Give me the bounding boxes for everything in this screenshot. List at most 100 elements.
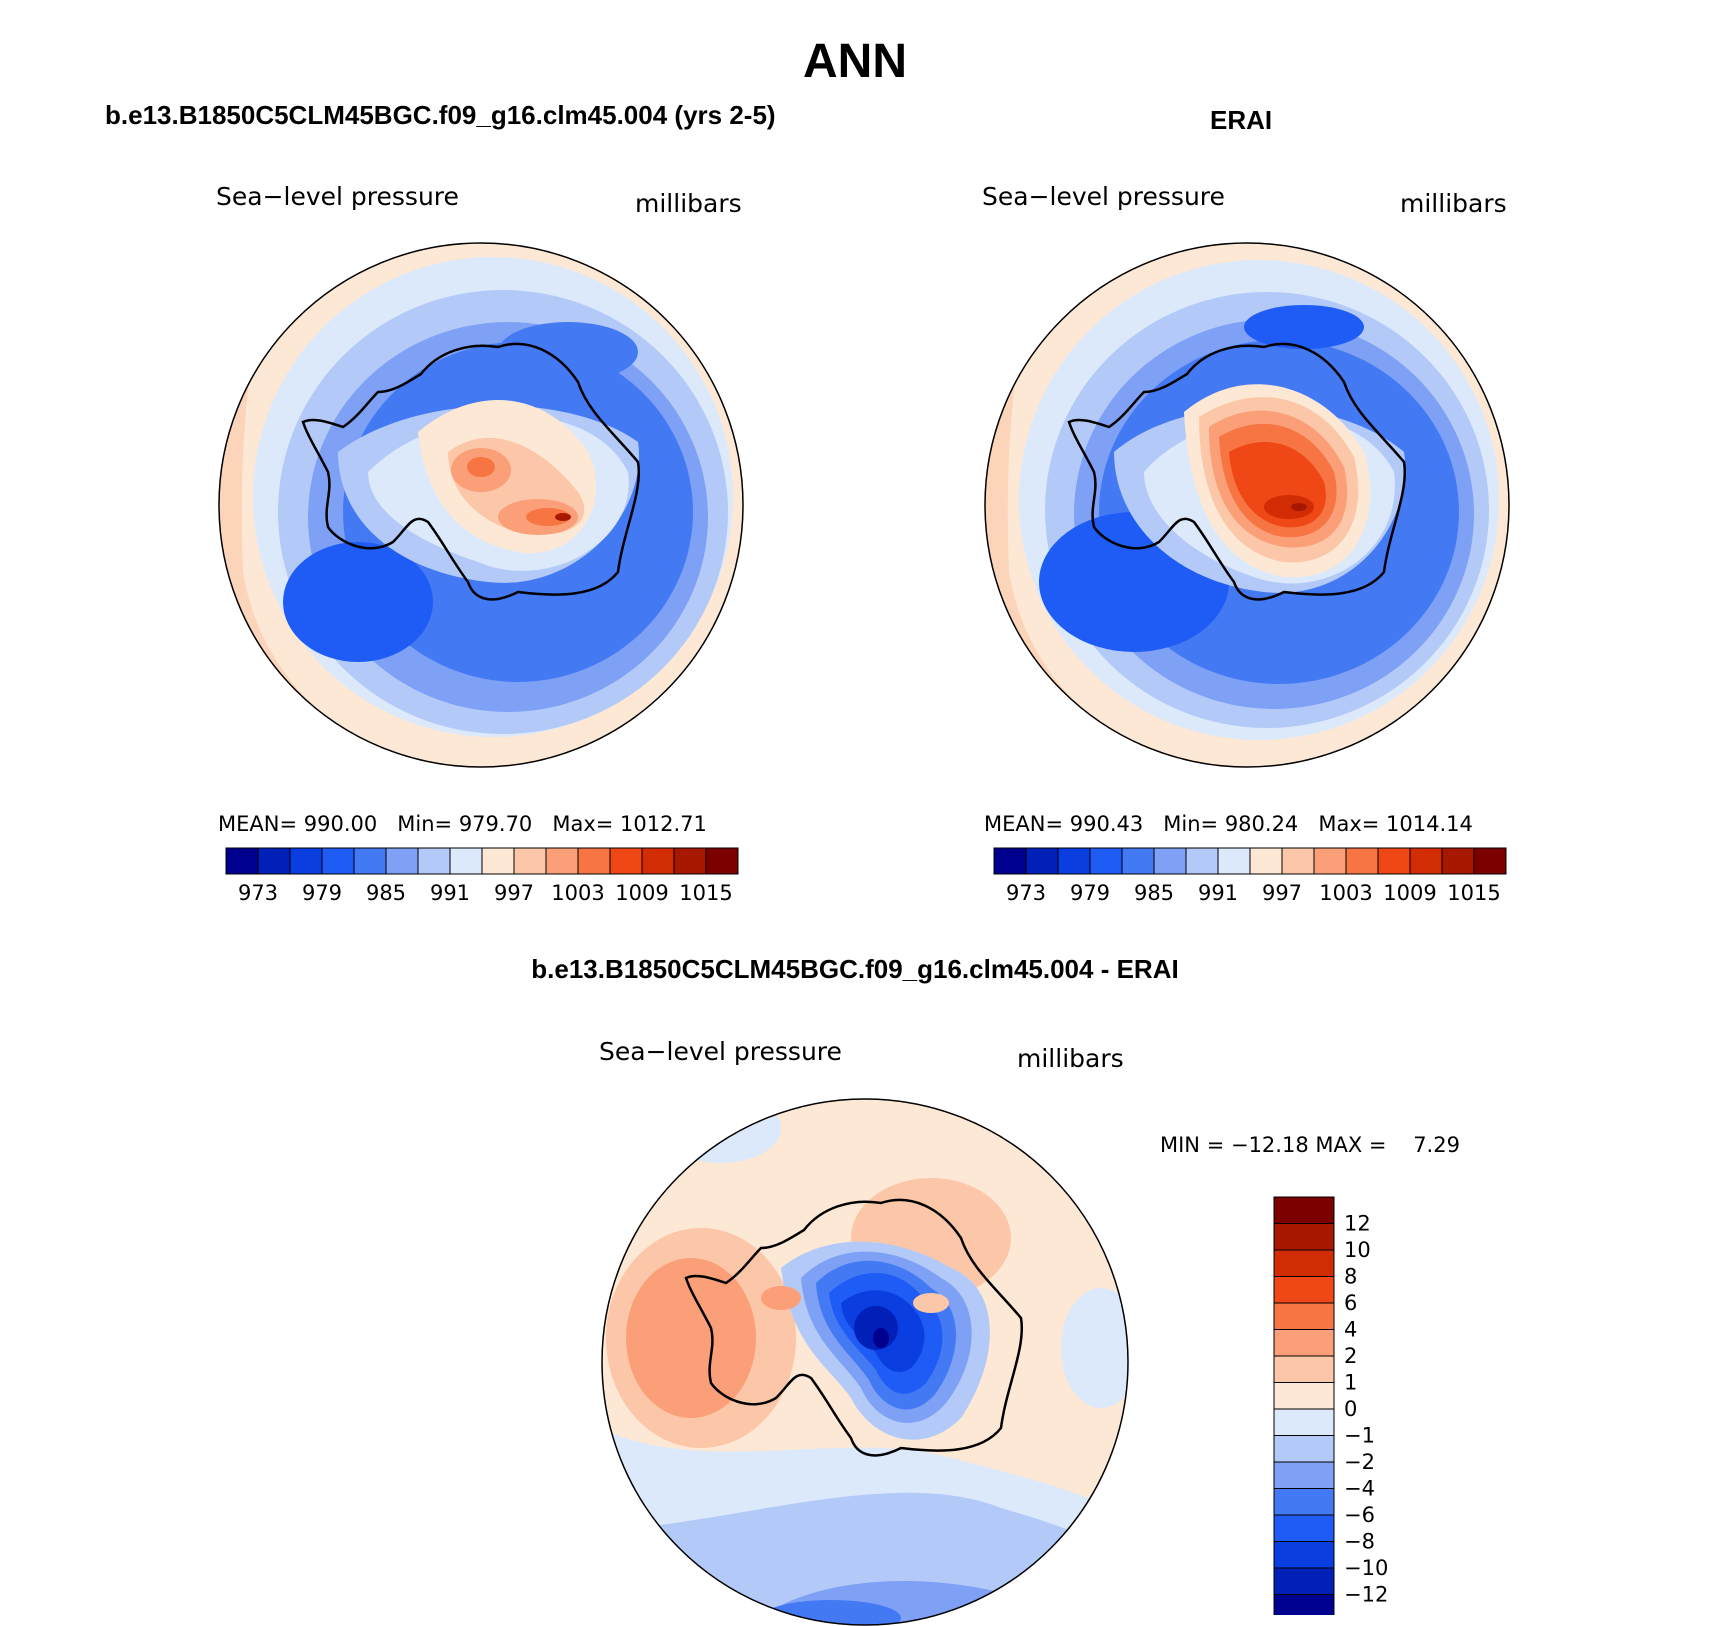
model-colorbar-box <box>481 847 515 875</box>
diff-colorbar-box <box>1273 1329 1335 1357</box>
obs-colorbar-box <box>1377 847 1411 875</box>
diff-colorbar-box <box>1273 1276 1335 1304</box>
model-colorbar-box <box>353 847 387 875</box>
diff-colorbar-box <box>1273 1567 1335 1595</box>
diff-colorbar-box <box>1273 1541 1335 1569</box>
obs-max-label: Max= <box>1318 812 1380 836</box>
obs-colorbar-tick-label: 985 <box>1134 881 1174 905</box>
diff-colorbar-tick-label: 6 <box>1344 1291 1357 1315</box>
obs-colorbar-box <box>993 847 1027 875</box>
diff-colorbar-tick-label: 12 <box>1344 1212 1371 1236</box>
model-case-title: b.e13.B1850C5CLM45BGC.f09_g16.clm45.004 … <box>105 100 776 130</box>
diff-stats: MIN = −12.18 MAX = 7.29 <box>1160 1133 1460 1157</box>
model-colorbar: 973 979 985 991 997 1003 1009 1015 <box>225 847 739 905</box>
obs-colorbar-box <box>1409 847 1443 875</box>
obs-stats: MEAN= 990.43 Min= 980.24 Max= 1014.14 <box>984 812 1473 836</box>
model-colorbar-box <box>705 847 739 875</box>
obs-colorbar: 973 979 985 991 997 1003 1009 1015 <box>993 847 1507 905</box>
obs-colorbar-box <box>1441 847 1475 875</box>
obs-case-title: ERAI <box>1210 105 1273 135</box>
model-colorbar-box <box>513 847 547 875</box>
obs-colorbar-tick-label: 979 <box>1070 881 1110 905</box>
model-colorbar-tick-label: 985 <box>366 881 406 905</box>
diff-colorbar-tick-label: 4 <box>1344 1318 1357 1342</box>
diff-units-label: millibars <box>1017 1044 1124 1073</box>
model-stats: MEAN= 990.00 Min= 979.70 Max= 1012.71 <box>218 812 707 836</box>
diff-colorbar-box <box>1273 1461 1335 1489</box>
obs-variable-label: Sea−level pressure <box>982 182 1225 211</box>
model-contour-fill <box>219 243 743 767</box>
diff-colorbar-tick-label: −4 <box>1344 1477 1375 1501</box>
diff-colorbar-tick-label: −2 <box>1344 1450 1375 1474</box>
diff-antarctica-coastline <box>684 1198 1024 1457</box>
model-variable-label: Sea−level pressure <box>216 182 459 211</box>
diff-colorbar-tick-label: 1 <box>1344 1371 1357 1395</box>
obs-colorbar-box <box>1121 847 1155 875</box>
model-colorbar-box <box>289 847 323 875</box>
diff-colorbar-box <box>1273 1408 1335 1436</box>
model-colorbar-box <box>385 847 419 875</box>
model-colorbar-box <box>321 847 355 875</box>
model-colorbar-box <box>225 847 259 875</box>
model-mean-value: 990.00 <box>303 812 378 836</box>
diff-colorbar-tick-label: −8 <box>1344 1530 1375 1554</box>
diff-polar-map <box>601 1098 1129 1626</box>
model-colorbar-tick-label: 973 <box>238 881 278 905</box>
obs-colorbar-box <box>1281 847 1315 875</box>
obs-units-label: millibars <box>1400 189 1507 218</box>
model-colorbar-box <box>417 847 451 875</box>
obs-colorbar-tick-label: 973 <box>1006 881 1046 905</box>
diff-colorbar-tick-label: 0 <box>1344 1397 1357 1421</box>
obs-colorbar-box <box>1057 847 1091 875</box>
model-colorbar-box <box>449 847 483 875</box>
model-colorbar-tick-label: 991 <box>430 881 470 905</box>
obs-colorbar-tick-label: 991 <box>1198 881 1238 905</box>
model-colorbar-box <box>545 847 579 875</box>
diff-colorbar-tick-label: −1 <box>1344 1424 1375 1448</box>
obs-colorbar-box <box>1345 847 1379 875</box>
diff-colorbar-box <box>1273 1382 1335 1410</box>
diff-colorbar-box <box>1273 1355 1335 1383</box>
obs-colorbar-box <box>1313 847 1347 875</box>
obs-colorbar-tick-label: 1003 <box>1319 881 1372 905</box>
model-min-value: 979.70 <box>458 812 533 836</box>
diff-colorbar-box <box>1273 1223 1335 1251</box>
obs-map-border <box>984 242 1510 768</box>
model-colorbar-box <box>257 847 291 875</box>
model-map-border <box>218 242 744 768</box>
diff-colorbar-tick-label: 10 <box>1344 1238 1371 1262</box>
model-colorbar-tick-label: 1009 <box>615 881 668 905</box>
obs-colorbar-box <box>1089 847 1123 875</box>
model-min-label: Min= <box>397 812 453 836</box>
model-max-label: Max= <box>552 812 614 836</box>
obs-colorbar-tick-label: 1015 <box>1447 881 1500 905</box>
obs-colorbar-box <box>1217 847 1251 875</box>
model-colorbar-tick-label: 1003 <box>551 881 604 905</box>
obs-colorbar-box <box>1249 847 1283 875</box>
obs-colorbar-box <box>1473 847 1507 875</box>
diff-variable-label: Sea−level pressure <box>599 1037 842 1066</box>
model-units-label: millibars <box>635 189 742 218</box>
diff-colorbar-tick-label: −6 <box>1344 1503 1375 1527</box>
model-colorbar-box <box>609 847 643 875</box>
diff-colorbar-box <box>1273 1302 1335 1330</box>
obs-antarctica-coastline <box>1067 342 1407 601</box>
obs-colorbar-tick-label: 1009 <box>1383 881 1436 905</box>
obs-mean-label: MEAN= <box>984 812 1064 836</box>
obs-polar-map <box>984 242 1510 768</box>
model-colorbar-box <box>673 847 707 875</box>
model-colorbar-box <box>577 847 611 875</box>
obs-max-value: 1014.14 <box>1386 812 1473 836</box>
diff-colorbar-tick-label: 2 <box>1344 1344 1357 1368</box>
model-polar-map <box>218 242 744 768</box>
model-max-value: 1012.71 <box>620 812 707 836</box>
obs-colorbar-box <box>1185 847 1219 875</box>
page-title: ANN <box>803 35 907 88</box>
model-colorbar-box <box>641 847 675 875</box>
obs-colorbar-tick-label: 997 <box>1262 881 1302 905</box>
diff-colorbar-box <box>1273 1514 1335 1542</box>
diff-colorbar-box <box>1273 1488 1335 1516</box>
model-antarctica-coastline <box>301 342 641 601</box>
diff-contour-fill <box>602 1099 1128 1625</box>
diff-colorbar-tick-label: −12 <box>1344 1583 1388 1607</box>
